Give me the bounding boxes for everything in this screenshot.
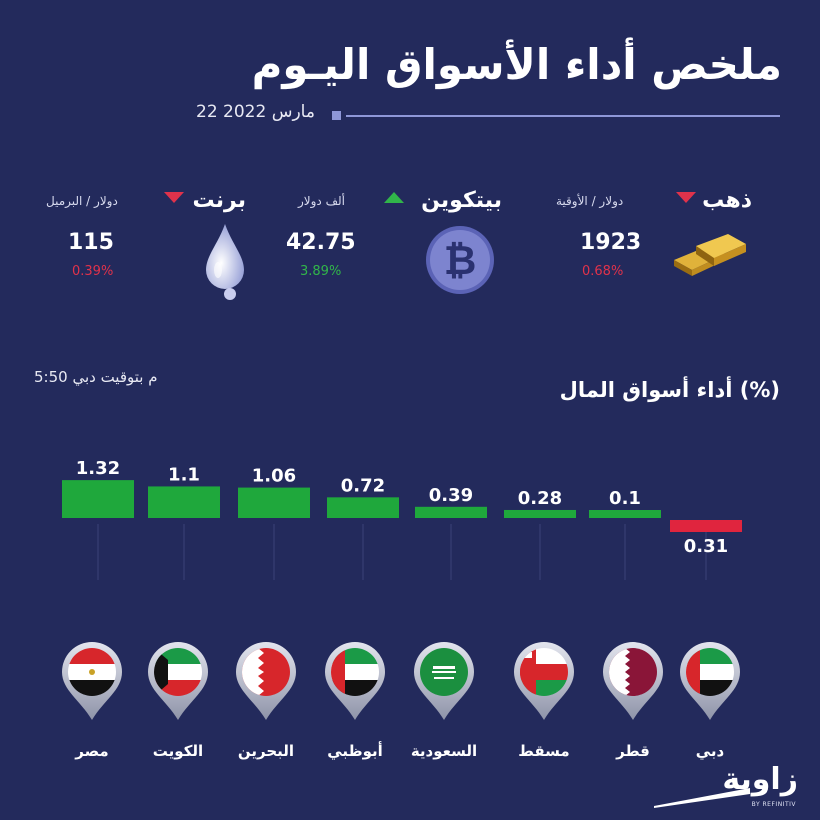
bar-2 bbox=[238, 487, 310, 518]
bar-4 bbox=[415, 506, 487, 518]
market-pin bbox=[323, 640, 387, 722]
oman-flag-icon bbox=[514, 642, 574, 720]
market-pin bbox=[601, 640, 665, 722]
indicator-change: 0.68% bbox=[582, 264, 624, 279]
indicator-brent: برنت دولار / البرميل 115 0.39% bbox=[44, 180, 247, 300]
market-pin bbox=[678, 640, 742, 722]
indicator-name: برنت bbox=[192, 188, 247, 213]
market-label: البحرين bbox=[237, 742, 295, 760]
down-arrow-icon bbox=[676, 192, 696, 203]
indicator-name: بيتكوين bbox=[421, 188, 502, 213]
bar-3 bbox=[327, 497, 399, 518]
bar-0 bbox=[62, 480, 134, 518]
date-label: 22 مارس 2022 bbox=[196, 102, 315, 122]
bar-1 bbox=[148, 486, 220, 518]
bar-value-label: 0.1 bbox=[609, 488, 641, 509]
market-pin bbox=[146, 640, 210, 722]
bar-6 bbox=[589, 510, 661, 518]
page-title: ملخص أداء الأسواق اليـوم bbox=[251, 40, 782, 89]
bar-value-label: 1.06 bbox=[252, 466, 296, 487]
kuwait-flag-icon bbox=[148, 642, 208, 720]
chart-title: أداء أسواق المال (%) bbox=[559, 378, 780, 402]
svg-text:₿: ₿ bbox=[444, 238, 477, 284]
bar-value-label: 1.32 bbox=[76, 458, 120, 479]
market-flags: مصر الكويت البحرين أبوظبي السعودية مسقط قطر دبي bbox=[0, 640, 820, 780]
bitcoin-icon: ₿ bbox=[426, 226, 494, 294]
gold-bars-icon bbox=[674, 234, 746, 276]
indicator-unit: ألف دولار bbox=[298, 194, 346, 208]
market-label: الكويت bbox=[152, 742, 204, 760]
egypt-flag-icon bbox=[62, 642, 122, 720]
saudi-flag-icon bbox=[414, 642, 474, 720]
logo-text: زاوية bbox=[722, 762, 798, 797]
indicator-unit: دولار / البرميل bbox=[46, 194, 118, 208]
bar-value-label: 0.28 bbox=[518, 488, 562, 509]
down-arrow-icon bbox=[164, 192, 184, 203]
market-label: مسقط bbox=[518, 742, 570, 760]
date-divider bbox=[346, 115, 780, 117]
market-pin bbox=[60, 640, 124, 722]
bar-value-label: 0.39 bbox=[429, 485, 473, 506]
market-pin bbox=[234, 640, 298, 722]
market-pin bbox=[512, 640, 576, 722]
market-label: دبي bbox=[695, 742, 725, 760]
qatar-flag-icon bbox=[603, 642, 663, 720]
market-label: مصر bbox=[75, 742, 109, 760]
indicator-bitcoin: بيتكوين ألف دولار 42.75 3.89% ₿ bbox=[286, 180, 502, 300]
market-label: أبوظبي bbox=[327, 742, 383, 760]
indicator-gold: ذهب دولار / الأوقية 1923 0.68% bbox=[556, 180, 760, 300]
uae-flag-icon bbox=[325, 642, 385, 720]
bar-5 bbox=[504, 509, 576, 518]
bar-value-label: 0.31 bbox=[684, 536, 728, 557]
zawya-logo: زاوية BY REFINITIV bbox=[654, 760, 804, 810]
bar-value-label: 0.72 bbox=[341, 475, 385, 496]
market-performance-chart: 1.32 1.1 1.06 0.72 0.39 0.28 0.1 0.31 bbox=[62, 458, 742, 580]
indicator-name: ذهب bbox=[702, 188, 752, 213]
indicator-change: 0.39% bbox=[72, 264, 114, 279]
up-arrow-icon bbox=[384, 192, 404, 203]
market-label: قطر bbox=[616, 742, 650, 760]
market-pin bbox=[412, 640, 476, 722]
indicator-unit: دولار / الأوقية bbox=[556, 194, 624, 208]
indicator-value: 1923 bbox=[580, 230, 642, 255]
bar-7 bbox=[670, 520, 742, 532]
indicator-change: 3.89% bbox=[300, 264, 342, 279]
bahrain-flag-icon bbox=[236, 642, 296, 720]
logo-sub: BY REFINITIV bbox=[751, 801, 796, 808]
oil-drop-icon bbox=[206, 224, 244, 300]
logo-swoosh-icon bbox=[654, 788, 750, 808]
bar-value-label: 1.1 bbox=[168, 464, 200, 485]
time-note: 5:50 م بتوقيت دبي bbox=[34, 368, 158, 386]
date-row: 22 مارس 2022 bbox=[196, 102, 780, 126]
uae-flag-icon bbox=[680, 642, 740, 720]
date-marker-icon bbox=[332, 111, 341, 120]
indicator-value: 115 bbox=[68, 230, 114, 255]
market-label: السعودية bbox=[410, 742, 478, 760]
indicator-value: 42.75 bbox=[286, 230, 356, 255]
